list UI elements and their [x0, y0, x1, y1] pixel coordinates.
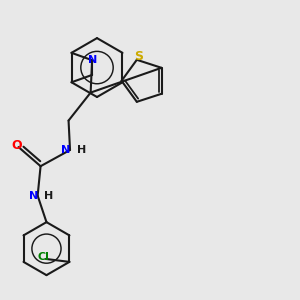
- Text: S: S: [134, 50, 143, 63]
- Text: O: O: [12, 139, 22, 152]
- Text: N: N: [28, 190, 38, 201]
- Text: N: N: [88, 55, 97, 64]
- Text: Cl: Cl: [38, 253, 50, 262]
- Text: H: H: [44, 190, 53, 201]
- Text: N: N: [61, 145, 70, 155]
- Text: H: H: [76, 145, 86, 155]
